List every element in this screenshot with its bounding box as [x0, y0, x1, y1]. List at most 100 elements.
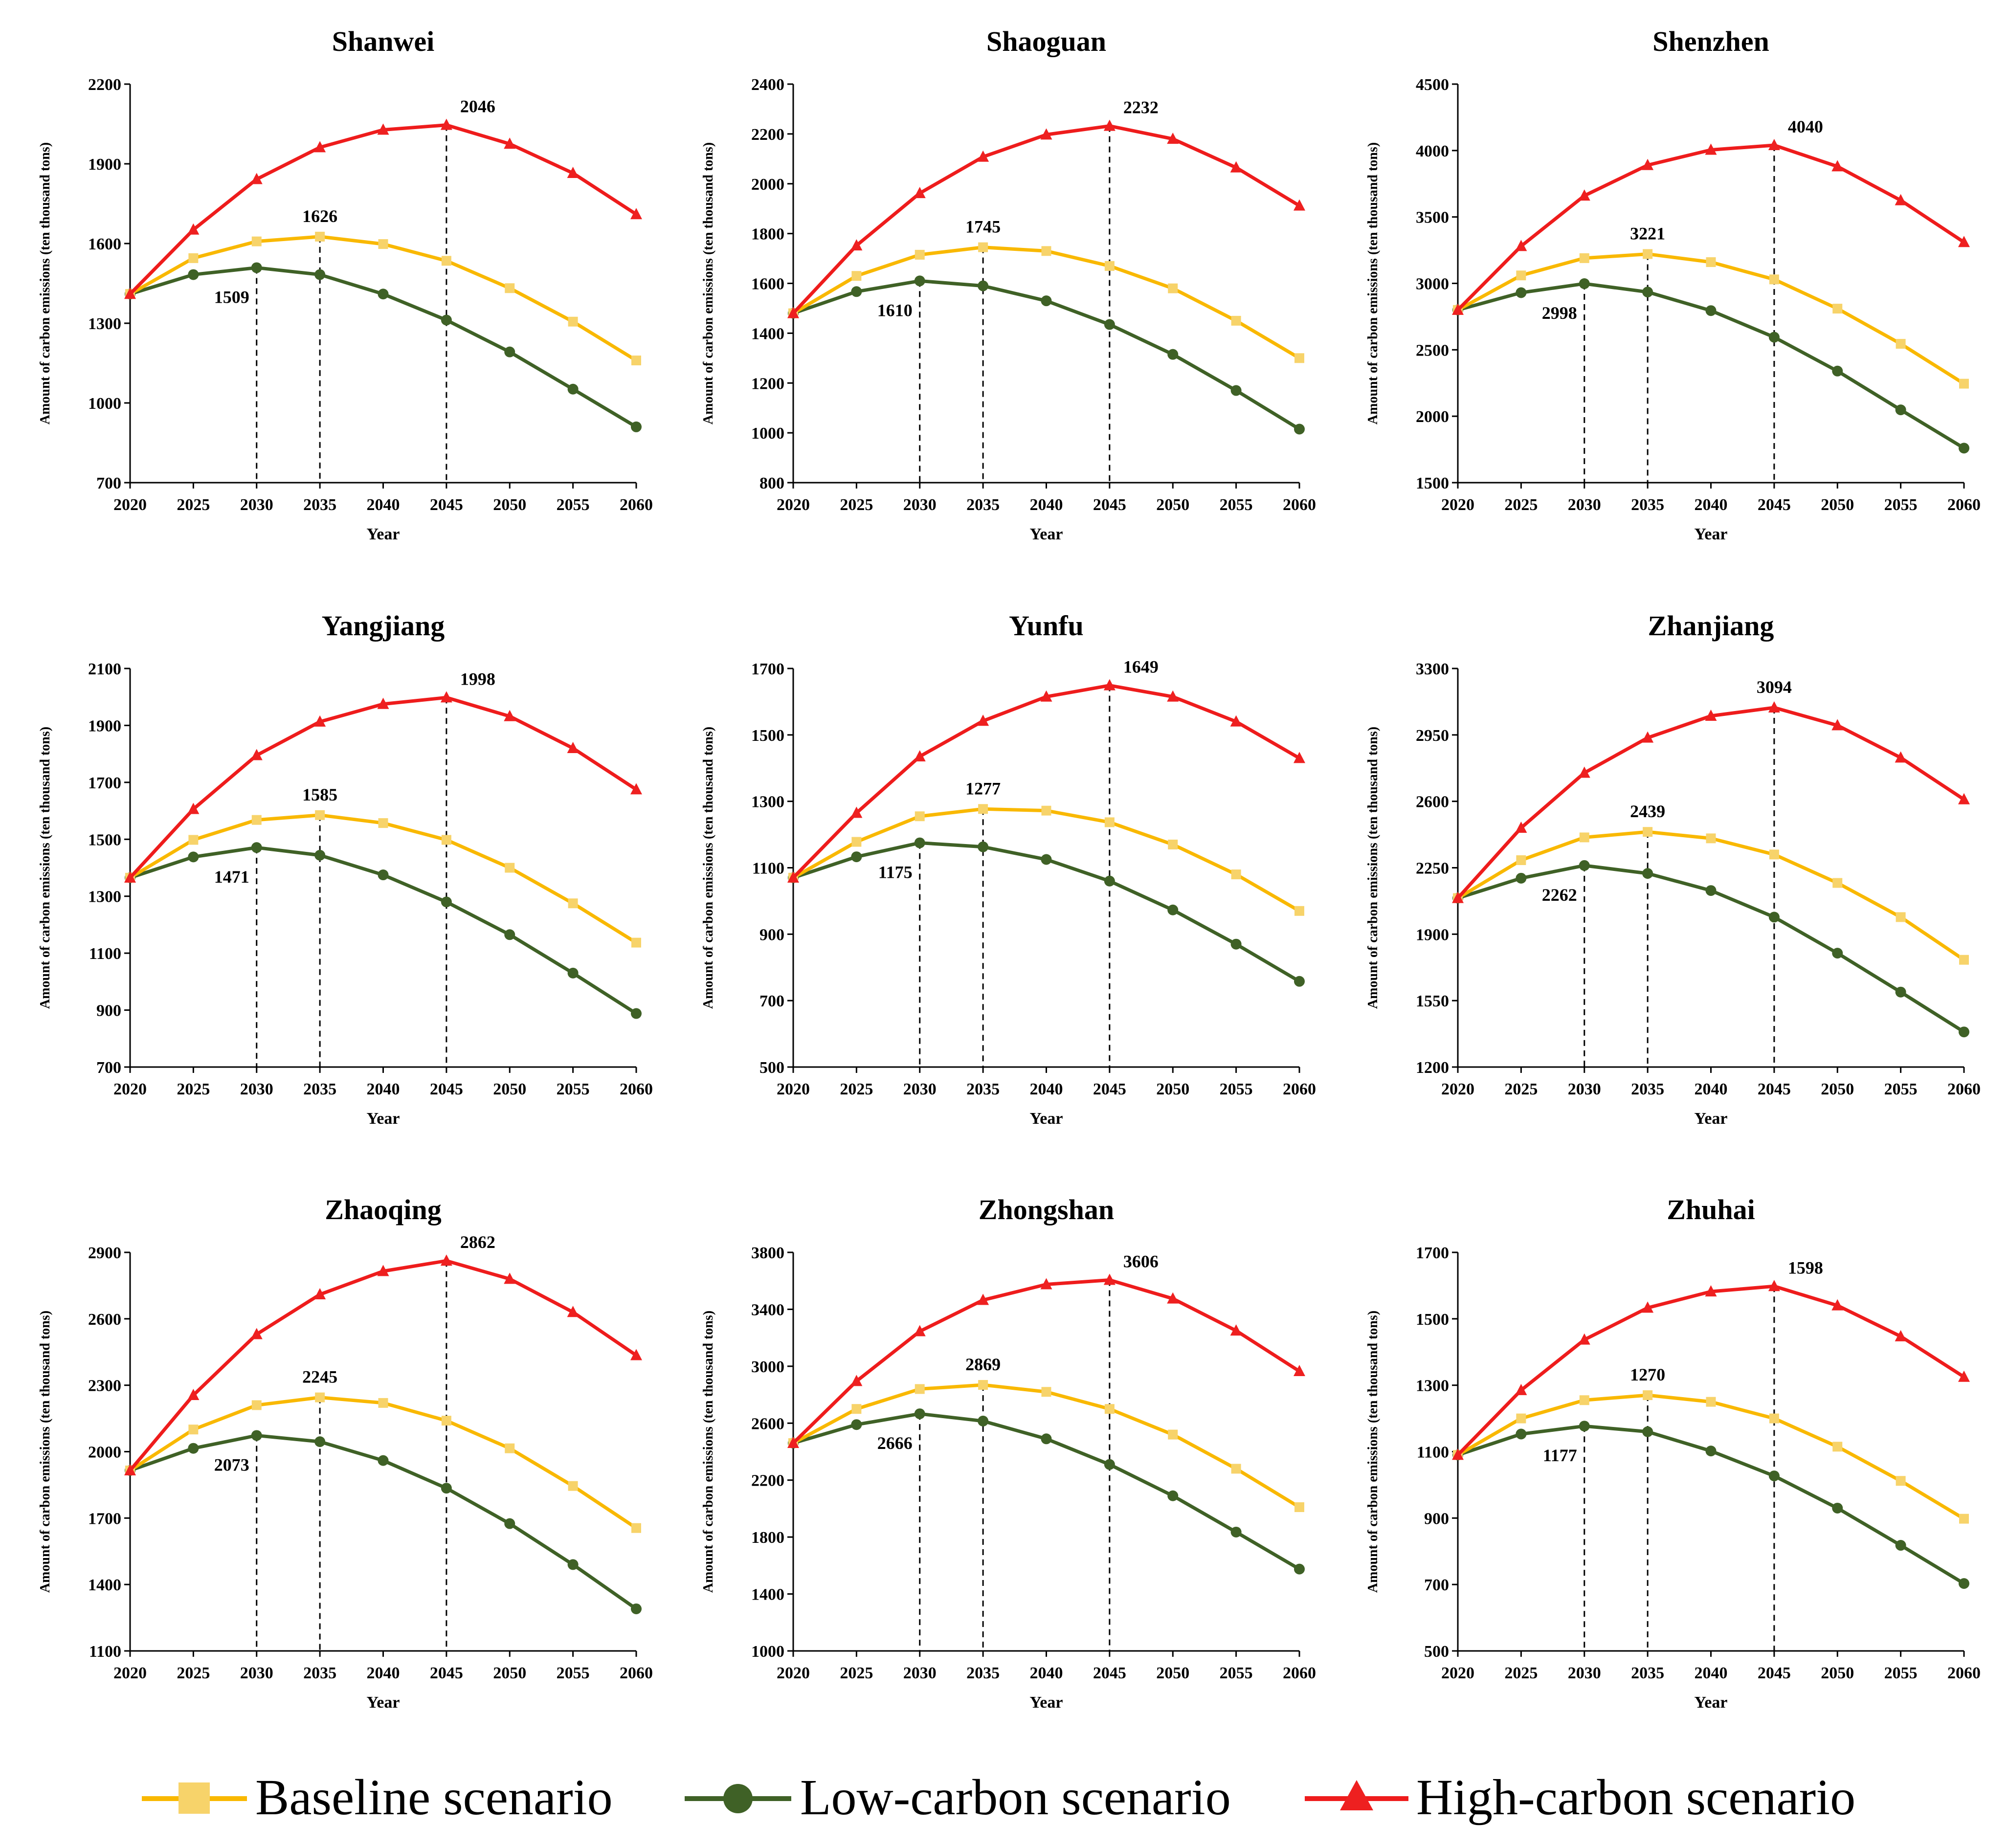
- data-point-low: [1768, 912, 1780, 923]
- data-point-baseline: [1168, 283, 1178, 293]
- peak-data-label: 2245: [302, 1367, 337, 1387]
- x-tick-label: 2020: [113, 1664, 147, 1682]
- data-point-high: [1578, 1333, 1590, 1345]
- x-axis-label: Year: [1695, 525, 1728, 543]
- legend-label-low: Low-carbon scenario: [800, 1769, 1231, 1826]
- data-point-baseline: [1041, 1387, 1051, 1397]
- data-point-low: [441, 314, 452, 326]
- data-point-baseline: [378, 818, 388, 828]
- y-tick-label: 1400: [751, 325, 784, 343]
- y-tick-label: 2400: [751, 76, 784, 94]
- x-tick-label: 2030: [1568, 1664, 1601, 1682]
- data-point-baseline: [915, 249, 925, 260]
- y-tick-label: 4500: [1416, 76, 1449, 94]
- y-tick-label: 2600: [88, 1311, 121, 1329]
- y-tick-label: 2000: [751, 176, 784, 194]
- y-tick-label: 1900: [88, 717, 121, 735]
- x-tick-label: 2045: [1093, 1080, 1126, 1098]
- y-tick-label: 1800: [751, 1529, 784, 1547]
- data-point-low: [1768, 1470, 1780, 1482]
- data-point-low: [1895, 1540, 1906, 1551]
- chart-title: Zhuhai: [1667, 1194, 1755, 1225]
- y-tick-label: 3500: [1416, 209, 1449, 227]
- data-point-baseline: [505, 863, 515, 873]
- data-point-high: [1040, 128, 1052, 140]
- x-tick-label: 2025: [1504, 1664, 1538, 1682]
- y-tick-label: 2600: [751, 1415, 784, 1433]
- data-point-low: [1959, 1578, 1969, 1589]
- data-point-low: [251, 1430, 262, 1441]
- data-point-baseline: [1959, 1514, 1969, 1524]
- peak-data-label: 2262: [1542, 885, 1577, 905]
- peak-data-label: 2232: [1123, 98, 1159, 117]
- data-point-low: [851, 851, 862, 863]
- data-point-baseline: [1959, 955, 1969, 965]
- data-point-low: [1041, 854, 1052, 865]
- data-point-high: [567, 742, 579, 753]
- data-point-baseline: [1579, 1395, 1589, 1405]
- data-point-high: [787, 871, 799, 883]
- y-tick-label: 2000: [88, 1444, 121, 1462]
- y-axis-label: Amount of carbon emissions (ten thousand…: [38, 727, 53, 1009]
- x-tick-label: 2030: [903, 496, 937, 514]
- x-tick-label: 2060: [1947, 1080, 1981, 1098]
- peak-data-label: 2073: [214, 1455, 249, 1474]
- y-axis-label: Amount of carbon emissions (ten thousand…: [701, 142, 716, 424]
- data-point-high: [1705, 1285, 1717, 1297]
- y-tick-label: 1100: [89, 1643, 121, 1661]
- chart-shanwei: Shanwei 700 1000 1300 1600 1900 2200 2020 2025 20…: [38, 25, 653, 543]
- data-point-baseline: [505, 1443, 515, 1453]
- y-tick-label: 2500: [1416, 341, 1449, 359]
- data-point-low: [1895, 404, 1906, 416]
- y-tick-label: 900: [1424, 1510, 1449, 1528]
- data-point-baseline: [378, 239, 388, 249]
- data-point-high: [1167, 1292, 1179, 1304]
- data-point-low: [1294, 423, 1305, 435]
- data-point-baseline: [441, 835, 451, 845]
- x-tick-label: 2055: [557, 1664, 590, 1682]
- y-tick-label: 1500: [1416, 474, 1449, 492]
- x-tick-label: 2035: [303, 496, 336, 514]
- x-tick-label: 2020: [113, 496, 147, 514]
- data-point-high: [1768, 701, 1780, 712]
- y-tick-label: 3000: [1416, 275, 1449, 293]
- data-point-low: [1167, 349, 1179, 360]
- peak-data-label: 2869: [965, 1355, 1001, 1374]
- x-tick-label: 2025: [1504, 496, 1538, 514]
- x-tick-label: 2040: [1030, 1664, 1063, 1682]
- peak-data-label: 2998: [1542, 303, 1577, 323]
- y-tick-label: 1900: [1416, 926, 1449, 944]
- data-point-baseline: [1231, 1464, 1241, 1474]
- x-tick-label: 2040: [1030, 1080, 1063, 1098]
- data-point-high: [1294, 752, 1305, 763]
- data-point-baseline: [1769, 1413, 1779, 1424]
- y-tick-label: 2200: [88, 76, 121, 94]
- data-point-baseline: [1104, 261, 1115, 271]
- data-point-low: [914, 1408, 925, 1420]
- x-tick-label: 2045: [430, 1080, 463, 1098]
- data-point-low: [631, 1603, 642, 1614]
- peak-data-label: 1998: [460, 669, 495, 689]
- x-tick-label: 2060: [620, 496, 653, 514]
- data-point-high: [504, 710, 516, 721]
- data-point-low: [188, 851, 199, 863]
- x-tick-label: 2040: [367, 1080, 400, 1098]
- data-point-baseline: [1896, 339, 1906, 349]
- x-tick-label: 2025: [177, 1664, 210, 1682]
- data-point-high: [630, 783, 642, 795]
- data-point-low: [504, 1518, 515, 1529]
- y-tick-label: 1300: [88, 888, 121, 906]
- y-tick-label: 1300: [751, 793, 784, 811]
- data-point-low: [251, 262, 262, 273]
- data-point-low: [914, 837, 925, 848]
- data-point-baseline: [315, 810, 325, 820]
- y-tick-label: 1200: [751, 375, 784, 393]
- data-point-high: [1515, 1383, 1527, 1395]
- data-point-baseline: [1896, 1476, 1906, 1486]
- data-point-high: [1831, 1299, 1844, 1311]
- x-tick-label: 2035: [303, 1664, 336, 1682]
- peak-data-label: 2046: [460, 97, 495, 116]
- data-point-baseline: [1769, 849, 1779, 860]
- data-point-low: [567, 383, 579, 395]
- x-tick-label: 2050: [1156, 496, 1189, 514]
